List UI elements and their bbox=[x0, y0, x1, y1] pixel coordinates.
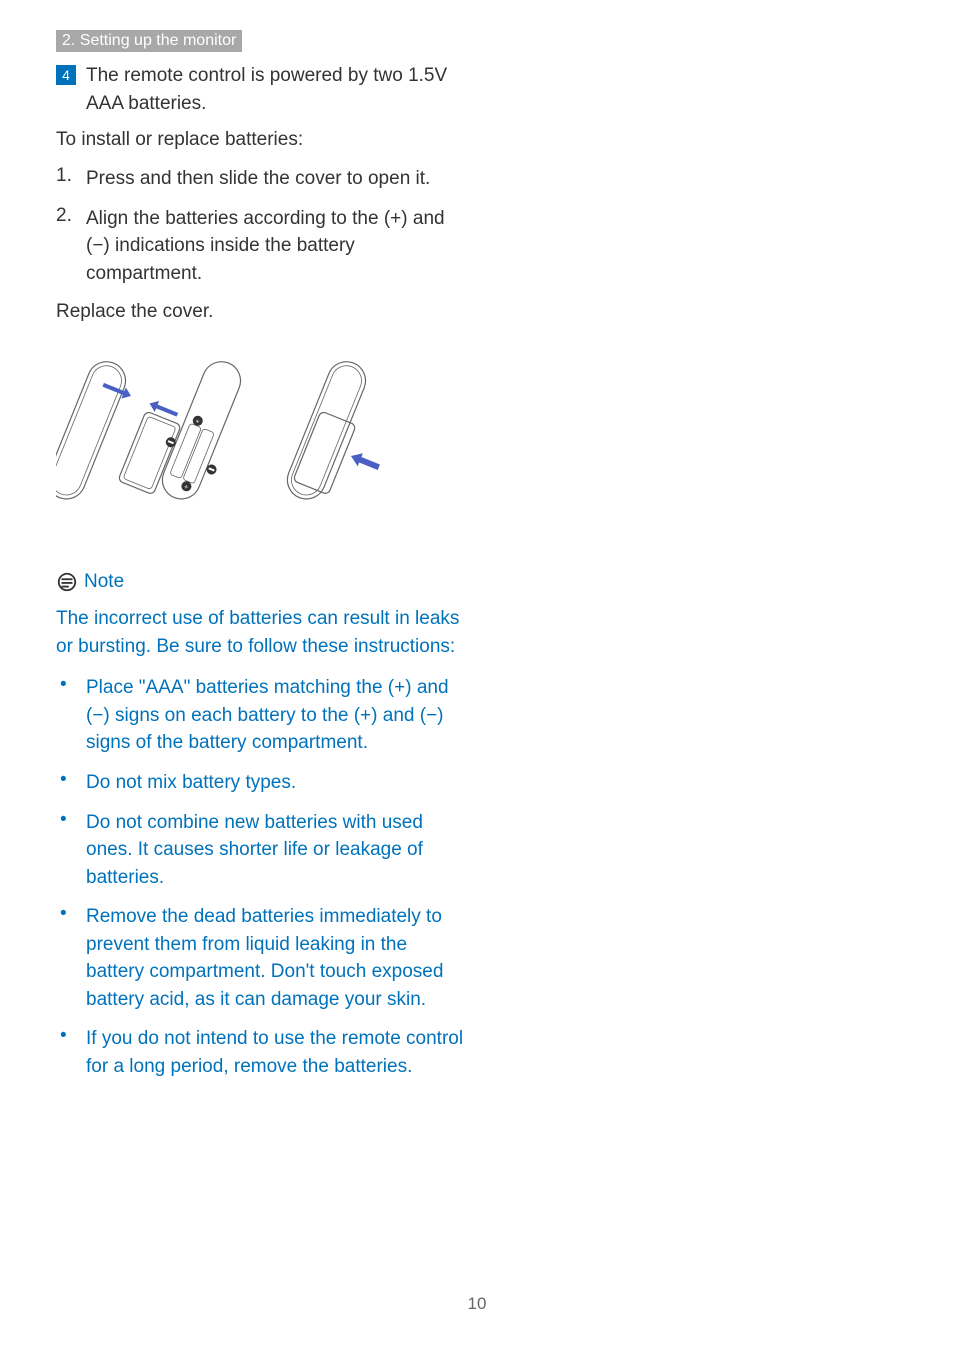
step-4-badge: 4 bbox=[56, 65, 76, 85]
replace-cover-text: Replace the cover. bbox=[56, 301, 466, 323]
install-intro-text: To install or replace batteries: bbox=[56, 129, 466, 151]
install-step-1: 1. Press and then slide the cover to ope… bbox=[56, 165, 466, 193]
note-bullet-4: • Remove the dead batteries immediately … bbox=[56, 903, 466, 1013]
install-step-2: 2. Align the batteries according to the … bbox=[56, 205, 466, 288]
note-intro-text: The incorrect use of batteries can resul… bbox=[56, 605, 466, 660]
install-step-2-text: Align the batteries according to the (+)… bbox=[86, 205, 466, 288]
bullet-dot-icon: • bbox=[56, 1025, 86, 1047]
note-bullet-3-text: Do not combine new batteries with used o… bbox=[86, 809, 466, 892]
note-bullet-list: • Place "AAA" batteries matching the (+)… bbox=[56, 674, 466, 1080]
page-number: 10 bbox=[468, 1294, 487, 1314]
note-bullet-5-text: If you do not intend to use the remote c… bbox=[86, 1025, 466, 1080]
note-bullet-1-text: Place "AAA" batteries matching the (+) a… bbox=[86, 674, 466, 757]
bullet-dot-icon: • bbox=[56, 769, 86, 791]
bullet-dot-icon: • bbox=[56, 674, 86, 696]
bullet-dot-icon: • bbox=[56, 903, 86, 925]
step-4-row: 4 The remote control is powered by two 1… bbox=[56, 62, 466, 117]
note-bullet-4-text: Remove the dead batteries immediately to… bbox=[86, 903, 466, 1013]
install-steps-list: 1. Press and then slide the cover to ope… bbox=[56, 165, 466, 287]
battery-diagram: + + bbox=[56, 341, 466, 541]
note-bullet-3: • Do not combine new batteries with used… bbox=[56, 809, 466, 892]
note-header: Note bbox=[56, 571, 466, 593]
install-step-2-num: 2. bbox=[56, 205, 86, 227]
battery-diagram-svg: + + bbox=[56, 341, 436, 541]
section-header-title: 2. Setting up the monitor bbox=[56, 30, 242, 52]
note-label: Note bbox=[84, 571, 124, 593]
note-bullet-2-text: Do not mix battery types. bbox=[86, 769, 296, 797]
note-bullet-2: • Do not mix battery types. bbox=[56, 769, 466, 797]
bullet-dot-icon: • bbox=[56, 809, 86, 831]
install-step-1-num: 1. bbox=[56, 165, 86, 187]
note-bullet-1: • Place "AAA" batteries matching the (+)… bbox=[56, 674, 466, 757]
step-4-text: The remote control is powered by two 1.5… bbox=[86, 62, 466, 117]
note-bullet-5: • If you do not intend to use the remote… bbox=[56, 1025, 466, 1080]
install-step-1-text: Press and then slide the cover to open i… bbox=[86, 165, 430, 193]
note-section: Note The incorrect use of batteries can … bbox=[56, 571, 466, 1080]
note-icon bbox=[56, 571, 78, 593]
